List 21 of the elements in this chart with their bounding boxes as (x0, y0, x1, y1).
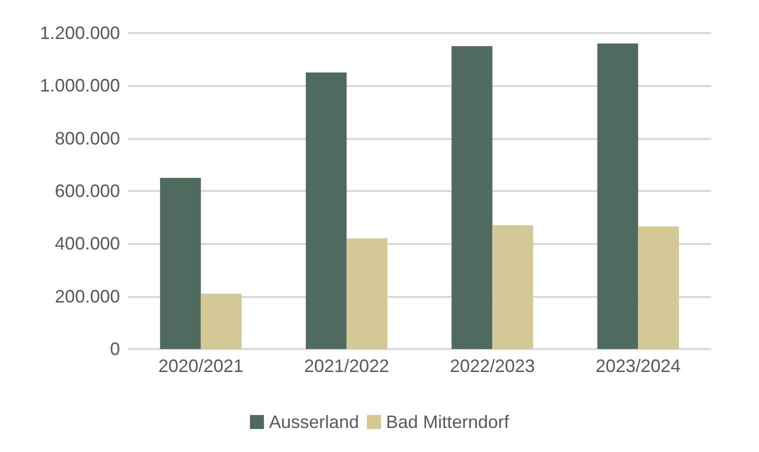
legend-label: Ausserland (268, 412, 360, 432)
y-tick-label: 1.200.000 (40, 23, 120, 43)
x-tick-label: 2020/2021 (158, 356, 244, 376)
y-tick-label: 200.000 (54, 286, 120, 306)
legend-label: Bad Mitterndorf (386, 412, 510, 432)
y-tick-label: 1.000.000 (40, 76, 120, 96)
y-tick-label: 600.000 (54, 181, 120, 201)
bar (597, 44, 638, 349)
bar (452, 46, 492, 349)
bar (306, 72, 347, 349)
x-tick-label: 2023/2024 (596, 356, 681, 376)
bar (346, 238, 388, 349)
x-tick-label: 2021/2022 (304, 356, 390, 376)
bar (160, 178, 201, 349)
x-tick-label: 2022/2023 (450, 356, 535, 376)
bar (638, 226, 679, 349)
y-tick-label: 0 (110, 339, 120, 359)
bar (492, 225, 534, 349)
bar (200, 294, 242, 349)
y-tick-label: 400.000 (54, 234, 120, 254)
y-tick-label: 800.000 (54, 128, 120, 148)
